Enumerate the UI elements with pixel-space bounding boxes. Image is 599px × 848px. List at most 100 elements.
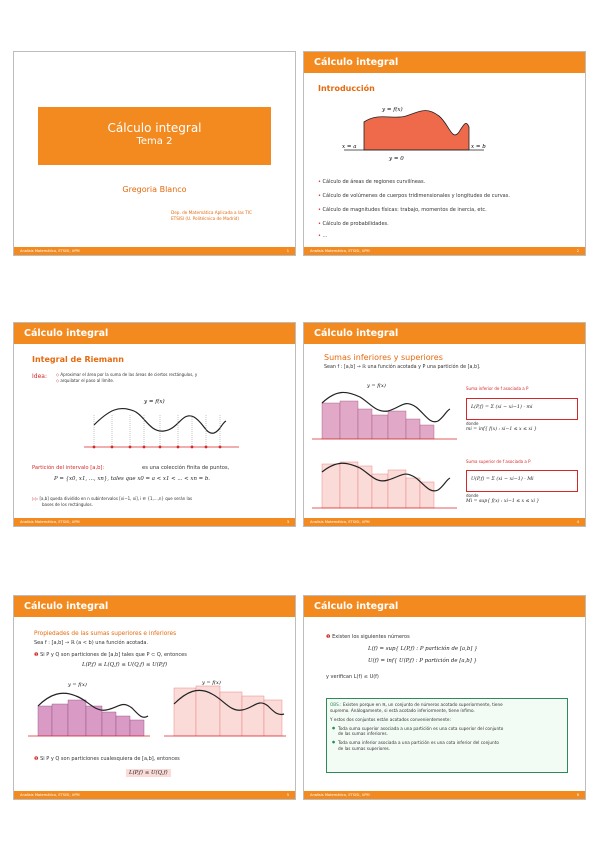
section-title: Sumas inferiores y superiores <box>324 353 443 362</box>
bullet-3: • Cálculo de magnitudes físicas: trabajo… <box>318 207 487 213</box>
prop-1-text: Si P y Q son particiones de [a,b] tales … <box>40 652 187 658</box>
slide-header: Cálculo integral <box>304 323 585 344</box>
curve-label: y = f(x) <box>366 382 386 389</box>
dept-line-1: Dep. de Matemática Aplicada a las TIC <box>171 210 252 215</box>
obs-label: OBS.: <box>330 702 342 707</box>
partition-points <box>92 415 222 449</box>
slide-subtitle-text: Tema 2 <box>136 136 173 147</box>
slide-footer: Analisis Matemático, ETSISI, UPM 4 <box>304 518 585 526</box>
prop-2-text: Si P y Q son particiones cualesquiera de… <box>40 756 180 762</box>
partition-formula: P = {x0, x1, ..., xn}, tales que x0 = a … <box>54 476 211 482</box>
obs-line-1: OBS.: Existen porque en ℝ, un conjunto d… <box>330 702 564 708</box>
bullet-1: • Cálculo de áreas de regiones curvilíne… <box>318 179 426 185</box>
observation-box: OBS.: Existen porque en ℝ, un conjunto d… <box>326 698 568 773</box>
idea-label: Idea: <box>32 373 47 380</box>
upper-rects <box>173 685 283 737</box>
idea-text: ◇ Aproximar el área por la suma de las á… <box>56 372 197 384</box>
bullet-5: • ... <box>318 233 328 239</box>
obs-line-1-text: Existen porque en ℝ, un conjunto de núme… <box>342 702 503 707</box>
lower-def: mi = inf{ f(x) : xi−1 ≤ x ≤ xi } <box>466 427 537 432</box>
bullet-1-text: Cálculo de áreas de regiones curvilíneas… <box>322 179 426 185</box>
curve-label: y = f(x) <box>201 679 221 686</box>
refinement-upper-figure: y = f(x) <box>164 679 286 737</box>
slide-properties: Cálculo integral Propiedades de las suma… <box>13 595 296 800</box>
section-title: Integral de Riemann <box>32 355 124 364</box>
note-line-1: ▷▷ [a,b] queda dividido en n subinterval… <box>32 496 193 501</box>
partition-label: Partición del intervalo [a,b]: <box>32 465 104 472</box>
partition-point <box>128 445 132 449</box>
curve <box>93 407 227 434</box>
idea-line-2-text: arquilatar el paso al límite. <box>60 378 115 383</box>
partition-point <box>158 445 162 449</box>
partition-point <box>110 445 114 449</box>
prop-2: ❷ Si P y Q son particiones cualesquiera … <box>34 756 180 762</box>
note-line-2: bases de los rectángulos. <box>42 502 93 507</box>
left-bound-label: x = a <box>342 144 357 150</box>
area-region <box>363 110 470 151</box>
page-number: 5 <box>286 793 289 797</box>
department: Dep. de Matemática Aplicada a las TIC ET… <box>171 210 252 222</box>
partition-point <box>142 445 146 449</box>
partition-desc: es una colección finita de puntos, <box>142 465 230 471</box>
footer-text: Analisis Matemático, ETSISI, UPM <box>20 520 80 524</box>
prop-1: ❶ Si P y Q son particiones de [a,b] tale… <box>34 652 187 658</box>
page-number: 1 <box>286 249 289 253</box>
bullet-5-text: ... <box>322 233 328 239</box>
intro-text: Sean f : [a,b] → ℝ una función acotada y… <box>324 365 481 370</box>
upper-formula: U(P,f) = Σ (xi − xi−1) · Mi <box>471 477 534 482</box>
bullet-4: • Cálculo de probabilidades. <box>318 221 389 227</box>
page-number: 6 <box>576 793 579 797</box>
prop-2-formula: L(P,f) ≤ U(Q,f) <box>126 769 171 777</box>
lower-title: Suma inferior de f asociada a P <box>466 386 529 391</box>
obs-item-2-line-1: Toda suma inferior asociada a una partic… <box>338 739 499 745</box>
slide-header: Cálculo integral <box>14 323 295 344</box>
slide-header: Cálculo integral <box>14 596 295 617</box>
slide-upper-lower-integrals: Cálculo integral ❶ Existen los siguiente… <box>303 595 586 800</box>
upper-formula-box: U(P,f) = Σ (xi − xi−1) · Mi <box>466 470 578 492</box>
exist-text: ❶ Existen los siguientes números <box>326 634 410 640</box>
obs-item-2-line-2: de las sumas superiores. <box>338 745 391 751</box>
partition-figure: y = f(x) <box>84 398 239 449</box>
upper-def: Mi = sup{ f(x) : xi−1 ≤ x ≤ xi } <box>466 499 540 504</box>
curve <box>321 462 451 492</box>
page-number: 4 <box>576 520 579 524</box>
obs-item-1-line-1: Toda suma superior asociada a una partic… <box>338 725 504 731</box>
upper-rects <box>321 461 435 509</box>
lower-formula: L(P,f) = Σ (xi − xi−1) · mi <box>471 405 533 410</box>
area-figure: y = f(x) x = a x = b y = 0 <box>342 106 486 162</box>
obs-line-2: supremo. Análogamente, si está acotado i… <box>330 707 475 713</box>
bottom-label: y = 0 <box>388 156 404 162</box>
slide-title: Cálculo integral Tema 2 Gregoria Blanco … <box>13 51 296 256</box>
curve-label: y = f(x) <box>143 398 165 405</box>
prop-1-formula: L(P,f) ≤ L(Q,f) ≤ U(Q,f) ≤ U(P,f) <box>82 662 168 668</box>
bullet-4-text: Cálculo de probabilidades. <box>322 221 389 227</box>
title-box: Cálculo integral Tema 2 <box>38 107 271 165</box>
lower-donde: donde <box>466 421 479 426</box>
slide-introduction: Cálculo integral Introducción y = f(x) x… <box>303 51 586 256</box>
lower-integral-def: L(f) = sup{ L(P,f) : P partición de [a,b… <box>368 646 478 652</box>
upper-donde: donde <box>466 493 479 498</box>
bullet-2-text: Cálculo de volúmenes de cuerpos tridimen… <box>322 193 510 199</box>
idea-line-2: ◇ arquilatar el paso al límite. <box>56 378 115 383</box>
sea-text: Sea f : [a,b] → ℝ (a < b) una función ac… <box>34 640 149 646</box>
slide-footer: Analisis Matemático, ETSISI, UPM 3 <box>14 518 295 526</box>
lower-sum-figure: y = f(x) <box>312 382 457 440</box>
obs-item-1-line-2: de las sumas inferiores. <box>338 731 388 737</box>
slide-riemann: Cálculo integral Integral de Riemann Ide… <box>13 322 296 527</box>
note-line-1-text: [a,b] queda dividido en n subintervalos … <box>39 496 193 501</box>
partition-point <box>176 445 180 449</box>
slide-footer: Analisis Matemático, ETSISI, UPM 6 <box>304 791 585 799</box>
idea-line-1-text: Aproximar el área por la suma de las áre… <box>60 372 198 377</box>
slide-header: Cálculo integral <box>304 596 585 617</box>
verif-text: y verifican L(f) ≤ U(f) <box>326 674 379 680</box>
slide-footer: Analisis Matemático, ETSISI, UPM 2 <box>304 247 585 255</box>
lower-formula-box: L(P,f) = Σ (xi − xi−1) · mi <box>466 398 578 420</box>
footer-text: Analisis Matemático, ETSISI, UPM <box>20 793 80 797</box>
right-bound-label: x = b <box>471 144 486 150</box>
slide-footer: Analisis Matemático, ETSISI, UPM 5 <box>14 791 295 799</box>
curve <box>173 689 285 716</box>
slide-title-text: Cálculo integral <box>107 121 202 135</box>
bullet-3-text: Cálculo de magnitudes físicas: trabajo, … <box>322 207 487 213</box>
author-name: Gregoria Blanco <box>122 185 187 194</box>
page-number: 2 <box>576 249 579 253</box>
